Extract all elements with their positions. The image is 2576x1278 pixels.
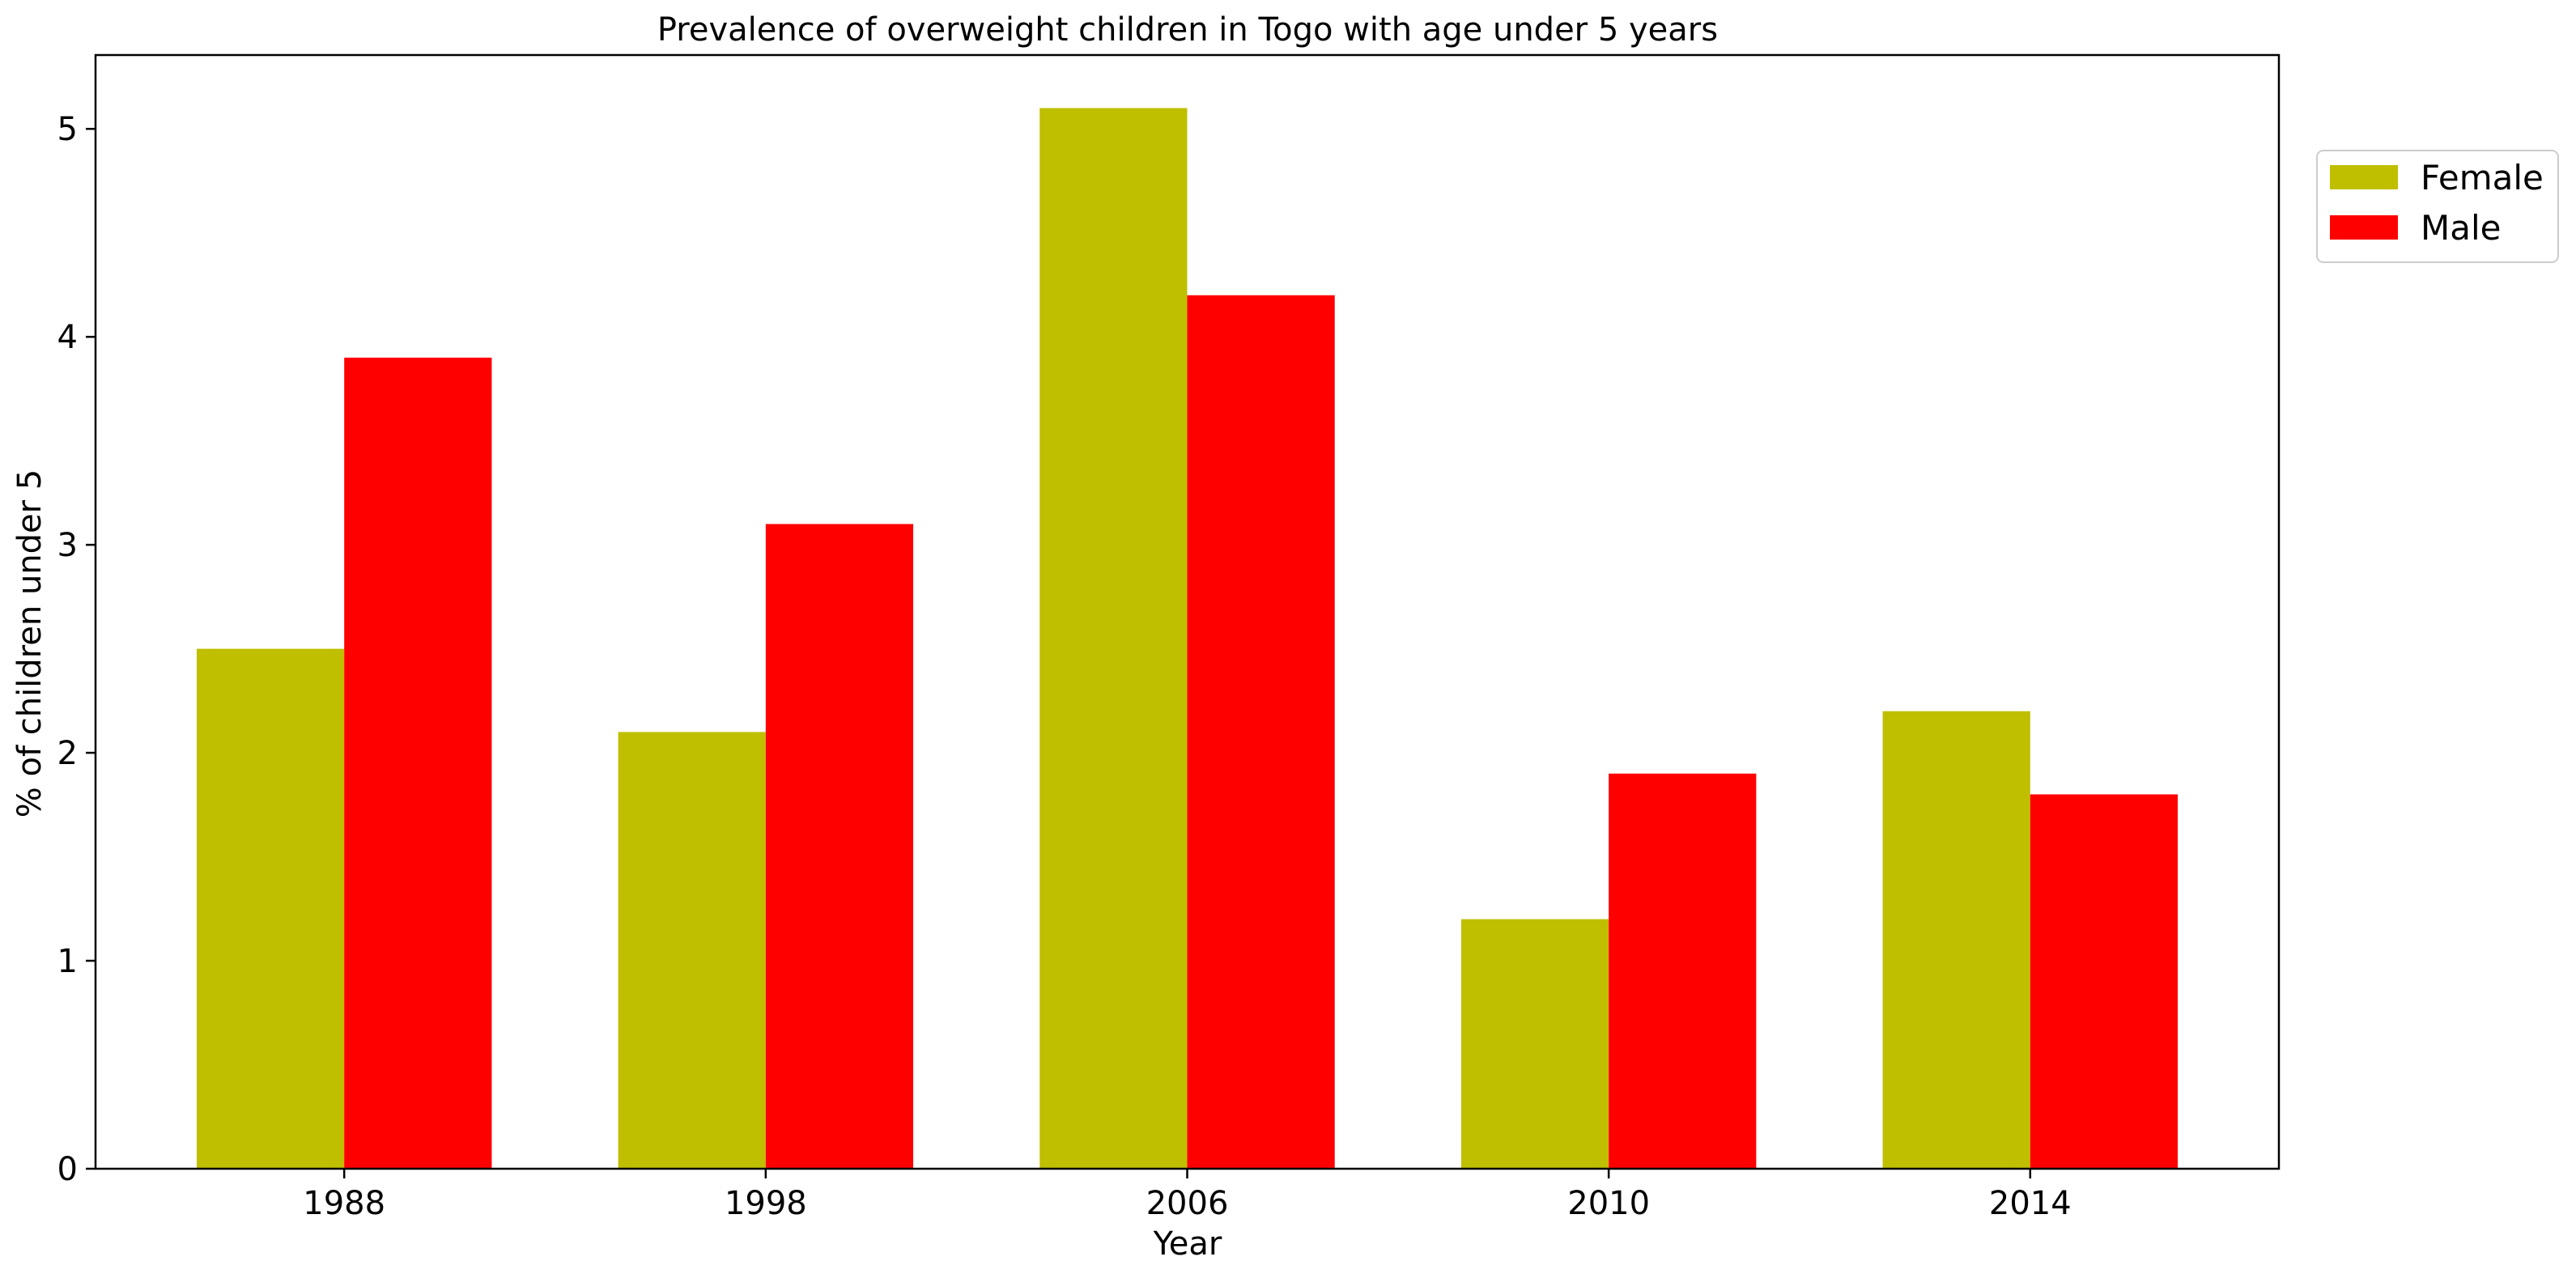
bar-female-2014 [1882, 711, 2030, 1169]
bar-male-2006 [1187, 295, 1335, 1169]
bar-male-2010 [1609, 773, 1757, 1169]
y-tick-label: 2 [57, 735, 78, 772]
legend-swatch-male [2330, 215, 2398, 240]
legend-swatch-female [2330, 165, 2398, 189]
y-axis-label: % of children under 5 [11, 469, 49, 818]
bar-female-2006 [1039, 108, 1188, 1169]
x-tick-label: 2006 [1146, 1185, 1229, 1222]
x-tick-label: 2014 [1989, 1185, 2072, 1222]
x-tick-label: 1998 [725, 1185, 807, 1222]
x-axis: 1988 1998 2006 2010 2014 [303, 1169, 2072, 1222]
x-tick-label: 2010 [1567, 1185, 1650, 1222]
y-tick-label: 0 [57, 1151, 78, 1188]
y-tick-label: 4 [57, 319, 78, 356]
chart-title: Prevalence of overweight children in Tog… [657, 11, 1718, 49]
bar-male-2014 [2030, 794, 2179, 1169]
x-axis-label: Year [1153, 1225, 1222, 1263]
x-tick-label: 1988 [303, 1185, 385, 1222]
legend-label-male: Male [2421, 208, 2501, 248]
bars-group [196, 108, 2179, 1169]
y-tick-label: 3 [57, 527, 78, 564]
legend-label-female: Female [2421, 158, 2544, 197]
legend: Female Male [2316, 150, 2559, 263]
y-tick-label: 1 [57, 943, 78, 980]
y-axis: 0 1 2 3 4 5 [57, 111, 96, 1188]
bar-female-2010 [1460, 919, 1609, 1169]
y-tick-label: 5 [57, 111, 78, 148]
bar-female-1998 [618, 732, 766, 1169]
bar-female-1988 [196, 648, 345, 1169]
bar-male-1998 [765, 524, 914, 1169]
bar-male-1988 [344, 357, 492, 1169]
